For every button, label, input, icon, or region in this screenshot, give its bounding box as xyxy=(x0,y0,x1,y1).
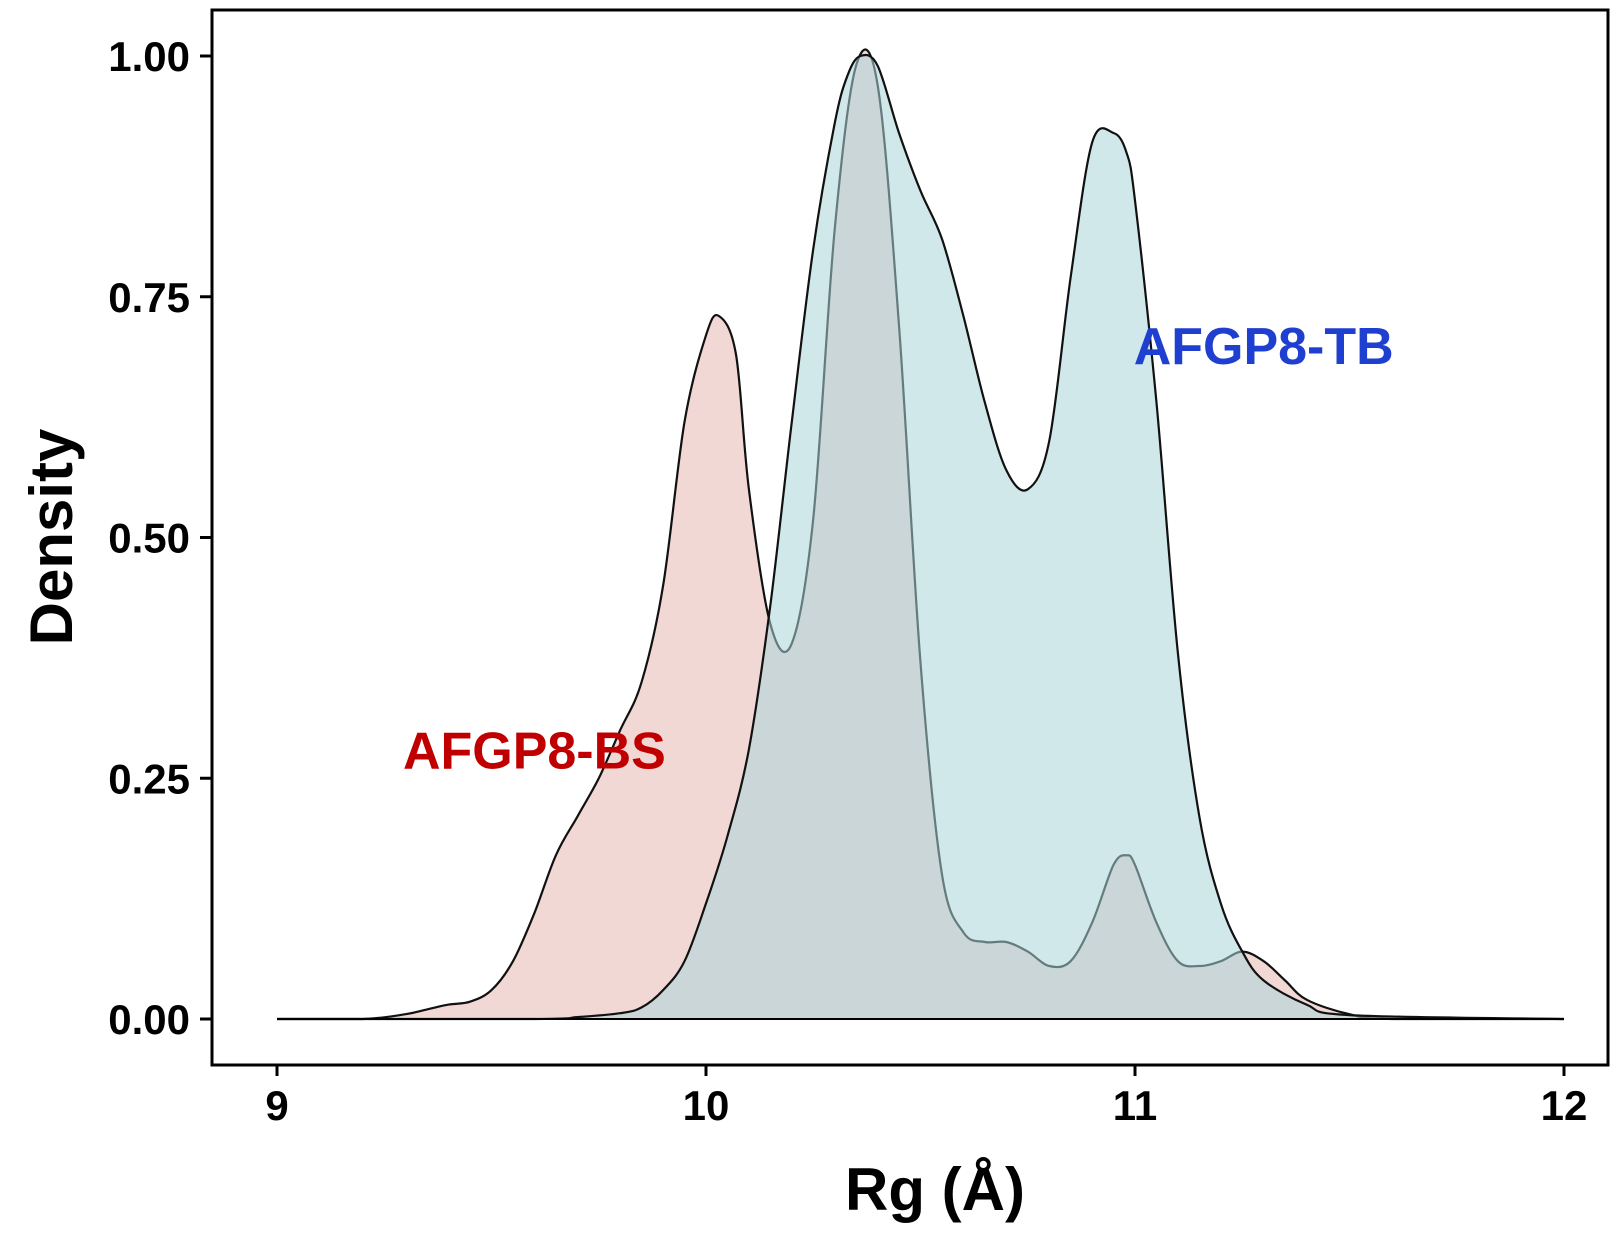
series-label-afgp8-bs: AFGP8-BS xyxy=(403,723,666,781)
density-area-afgp8-tb xyxy=(277,54,1564,1019)
y-axis-title: Density xyxy=(18,428,85,645)
y-tick-label: 0.75 xyxy=(108,274,190,321)
x-tick-label: 10 xyxy=(683,1082,730,1129)
x-axis-title: Rg (Å) xyxy=(845,1156,1025,1223)
x-axis-ticks: 9 10 11 12 xyxy=(265,1065,1587,1129)
y-tick-label: 0.00 xyxy=(108,996,190,1043)
y-tick-label: 1.00 xyxy=(108,33,190,80)
x-tick-label: 11 xyxy=(1113,1082,1157,1129)
density-areas xyxy=(277,48,1565,1021)
y-axis-ticks: 0.00 0.25 0.50 0.75 1.00 xyxy=(108,33,212,1043)
y-tick-label: 0.25 xyxy=(108,755,190,802)
x-tick-label: 9 xyxy=(265,1082,288,1129)
series-label-afgp8-tb: AFGP8-TB xyxy=(1134,318,1394,376)
density-line-afgp8-tb xyxy=(277,53,1565,1021)
x-tick-label: 12 xyxy=(1541,1082,1588,1129)
series-annotations: AFGP8-BS AFGP8-TB xyxy=(403,318,1394,780)
y-tick-label: 0.50 xyxy=(108,515,190,562)
